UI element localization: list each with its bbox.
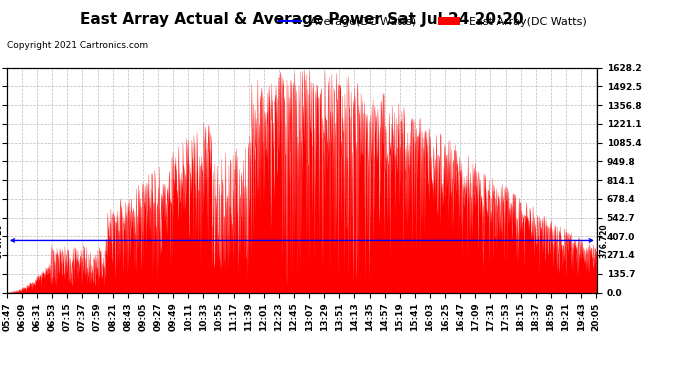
- Text: Copyright 2021 Cartronics.com: Copyright 2021 Cartronics.com: [7, 40, 148, 50]
- Text: East Array Actual & Average Power Sat Jul 24 20:20: East Array Actual & Average Power Sat Ju…: [80, 12, 524, 27]
- Legend: Average(DC Watts), East Array(DC Watts): Average(DC Watts), East Array(DC Watts): [274, 12, 591, 31]
- Text: 376.720: 376.720: [600, 223, 609, 258]
- Text: 376.720: 376.720: [0, 223, 4, 258]
